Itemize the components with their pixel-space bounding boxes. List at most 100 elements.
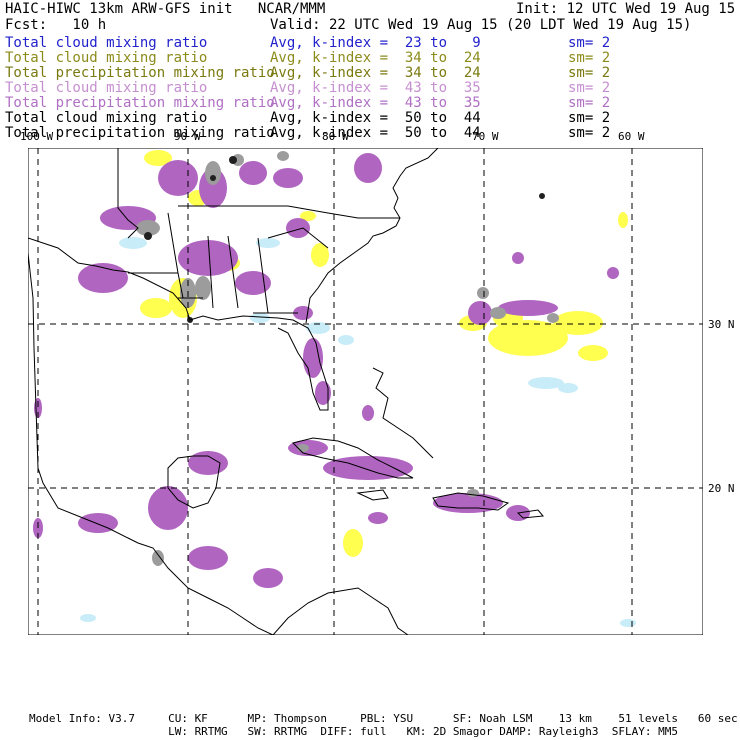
state-border: [267, 227, 329, 249]
valid-time: Valid: 22 UTC Wed 19 Aug 15 (20 LDT Wed …: [270, 17, 692, 33]
gray-patch: [277, 151, 289, 161]
field-5-sm: sm= 2: [568, 95, 611, 111]
purple-patch: [239, 161, 267, 185]
purple-patch: [148, 486, 188, 530]
purple-patch: [323, 456, 413, 480]
gray-patch: [205, 161, 221, 185]
field-3-sm: sm= 2: [568, 65, 611, 81]
field-2-name: Total cloud mixing ratio: [5, 50, 208, 66]
init-time: Init: 12 UTC Wed 19 Aug 15: [516, 1, 736, 17]
forecast-hour: Fcst: 10 h: [5, 17, 107, 33]
yellow-patch: [140, 298, 172, 318]
field-5-name: Total precipitation mixing ratio: [5, 95, 275, 111]
gray-patch: [297, 444, 309, 452]
dark-core: [229, 156, 237, 164]
yellow-patch: [311, 243, 329, 267]
purple-patch: [188, 546, 228, 570]
purple-patch: [362, 405, 374, 421]
blue-patch: [528, 377, 564, 389]
dark-core: [539, 193, 545, 199]
lat-label-30n: 30 N: [708, 318, 735, 331]
purple-patch: [286, 218, 310, 238]
east-coast: [305, 148, 439, 324]
field-5-avg: Avg, k-index = 43 to 35: [270, 95, 481, 111]
field-4-avg: Avg, k-index = 43 to 35: [270, 80, 481, 96]
blue-patch: [338, 335, 354, 345]
blue-patch: [558, 383, 578, 393]
purple-precip-layer: [33, 153, 619, 588]
yellow-patch: [618, 212, 628, 228]
field-2-sm: sm= 2: [568, 50, 611, 66]
plot-title: HAIC-HIWC 13km ARW-GFS init NCAR/MMM: [5, 1, 326, 17]
field-7-name: Total precipitation mixing ratio: [5, 125, 275, 141]
lon-label-100w: 100 W: [20, 130, 54, 143]
purple-patch: [273, 168, 303, 188]
yellow-patch: [553, 311, 603, 335]
field-1-sm: sm= 2: [568, 35, 611, 51]
purple-patch: [188, 451, 228, 475]
graticule: [28, 148, 703, 635]
lon-label-90w: 90 W: [174, 130, 201, 143]
field-7-sm: sm= 2: [568, 125, 611, 141]
field-2-avg: Avg, k-index = 34 to 24: [270, 50, 481, 66]
gray-patch: [490, 307, 506, 319]
yellow-patch: [300, 211, 316, 221]
model-info-line-1: Model Info: V3.7 CU: KF MP: Thompson PBL…: [29, 712, 738, 725]
state-border: [117, 148, 139, 239]
lon-label-80w: 80 W: [322, 130, 349, 143]
jamaica-outline: [356, 489, 389, 501]
bahamas-outline: [372, 367, 434, 459]
hispaniola-outline: [432, 492, 510, 511]
field-6-avg: Avg, k-index = 50 to 44: [270, 110, 481, 126]
purple-patch: [498, 300, 558, 316]
lat-label-20n: 20 N: [708, 482, 735, 495]
field-3-avg: Avg, k-index = 34 to 24: [270, 65, 481, 81]
blue-patch: [306, 322, 330, 334]
purple-patch: [158, 160, 198, 196]
purple-patch: [607, 267, 619, 279]
purple-patch: [253, 568, 283, 588]
puerto-rico-outline: [516, 509, 544, 519]
purple-patch: [368, 512, 388, 524]
state-border: [257, 237, 269, 314]
gray-patch: [477, 287, 489, 299]
model-info-line-2: LW: RRTMG SW: RRTMG DIFF: full KM: 2D Sm…: [29, 725, 679, 738]
lon-label-70w: 70 W: [472, 130, 499, 143]
gulf-coast: [28, 237, 329, 411]
field-4-name: Total cloud mixing ratio: [5, 80, 208, 96]
gray-cloud-layer: [136, 151, 559, 566]
field-1-avg: Avg, k-index = 23 to 9: [270, 35, 481, 51]
blue-patch: [256, 238, 280, 248]
cuba-outline: [292, 437, 414, 479]
mexico-coast: [28, 252, 274, 635]
gray-patch: [195, 276, 211, 300]
dark-core: [144, 232, 152, 240]
field-6-sm: sm= 2: [568, 110, 611, 126]
purple-patch: [433, 493, 503, 513]
purple-patch: [468, 301, 492, 325]
gray-patch: [547, 313, 559, 323]
purple-patch: [315, 381, 331, 405]
blue-patch: [119, 237, 147, 249]
blue-patch: [80, 614, 96, 622]
yellow-patch: [488, 320, 568, 356]
field-3-name: Total precipitation mixing ratio: [5, 65, 275, 81]
purple-patch: [235, 271, 271, 295]
state-border: [227, 235, 239, 309]
field-7-avg: Avg, k-index = 50 to 44: [270, 125, 481, 141]
state-border: [207, 235, 214, 309]
gray-patch: [152, 550, 164, 566]
purple-patch: [303, 338, 323, 378]
yellow-patch: [343, 529, 363, 557]
yellow-patch: [578, 345, 608, 361]
blue-patch: [620, 619, 636, 627]
field-4-sm: sm= 2: [568, 80, 611, 96]
coastlines: [28, 148, 544, 635]
central-america-coast: [272, 587, 409, 635]
gray-patch: [136, 220, 160, 236]
field-1-name: Total cloud mixing ratio: [5, 35, 208, 51]
field-6-name: Total cloud mixing ratio: [5, 110, 208, 126]
blue-patch: [250, 313, 270, 323]
purple-patch: [178, 240, 238, 276]
purple-patch: [354, 153, 382, 183]
